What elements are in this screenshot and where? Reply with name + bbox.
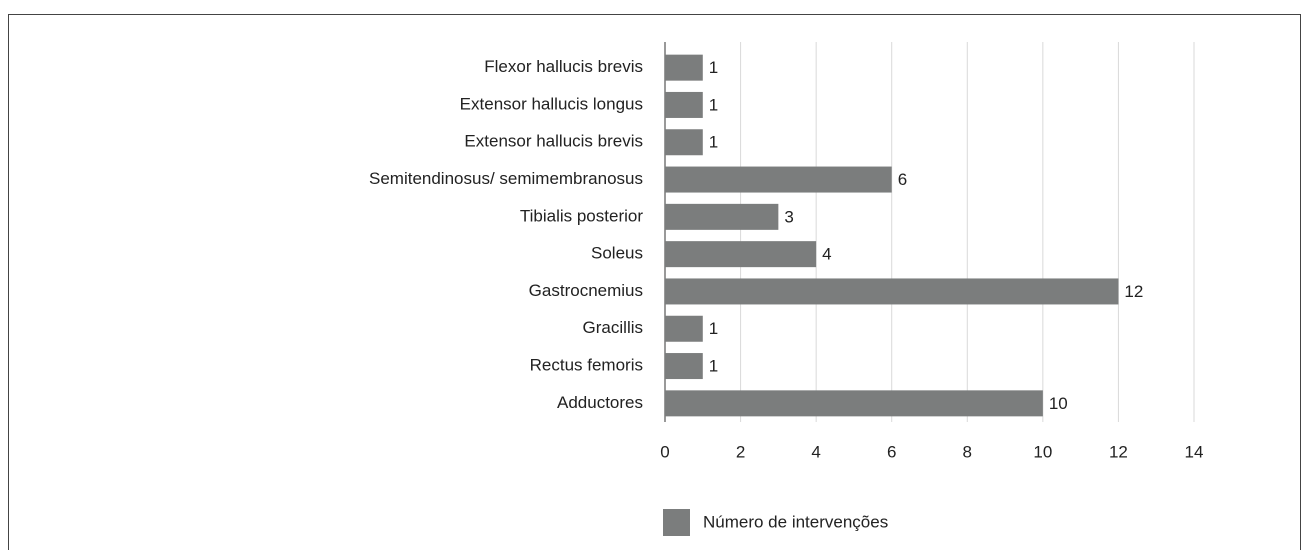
legend-swatch xyxy=(663,509,690,536)
bar xyxy=(665,166,892,193)
data-label: 10 xyxy=(1049,394,1068,413)
frame xyxy=(8,14,1301,550)
y-tick-label: Extensor hallucis longus xyxy=(460,94,643,113)
x-tick-label: 8 xyxy=(963,442,972,461)
y-tick-label: Gracillis xyxy=(583,318,643,337)
bar xyxy=(665,203,779,230)
y-tick-label: Rectus femoris xyxy=(530,356,643,375)
data-label: 1 xyxy=(709,58,718,77)
bar xyxy=(665,278,1119,305)
x-tick-label: 4 xyxy=(811,442,820,461)
bar xyxy=(665,390,1043,417)
data-label: 1 xyxy=(709,357,718,376)
x-tick-label: 6 xyxy=(887,442,896,461)
bar xyxy=(665,353,703,380)
x-tick-label: 0 xyxy=(660,442,669,461)
y-tick-label: Soleus xyxy=(591,244,643,263)
data-label: 1 xyxy=(709,319,718,338)
x-tick-label: 10 xyxy=(1033,442,1052,461)
x-tick-label: 12 xyxy=(1109,442,1128,461)
y-tick-label: Extensor hallucis brevis xyxy=(464,132,643,151)
data-label: 3 xyxy=(784,207,793,226)
bar xyxy=(665,91,703,118)
x-tick-label: 2 xyxy=(736,442,745,461)
y-tick-label: Semitendinosus/ semimembranosus xyxy=(369,169,643,188)
y-tick-label: Gastrocnemius xyxy=(529,281,643,300)
legend-label: Número de intervenções xyxy=(703,512,888,531)
data-label: 1 xyxy=(709,133,718,152)
bar xyxy=(665,315,703,342)
y-tick-label: Flexor hallucis brevis xyxy=(484,57,643,76)
x-tick-label: 14 xyxy=(1185,442,1204,461)
data-label: 4 xyxy=(822,245,831,264)
data-label: 6 xyxy=(898,170,907,189)
bar xyxy=(665,129,703,156)
data-label: 1 xyxy=(709,95,718,114)
bar xyxy=(665,241,817,268)
y-tick-label: Adductores xyxy=(557,393,643,412)
data-label: 12 xyxy=(1124,282,1143,301)
y-tick-label: Tibialis posterior xyxy=(520,206,643,225)
bar xyxy=(665,54,703,81)
